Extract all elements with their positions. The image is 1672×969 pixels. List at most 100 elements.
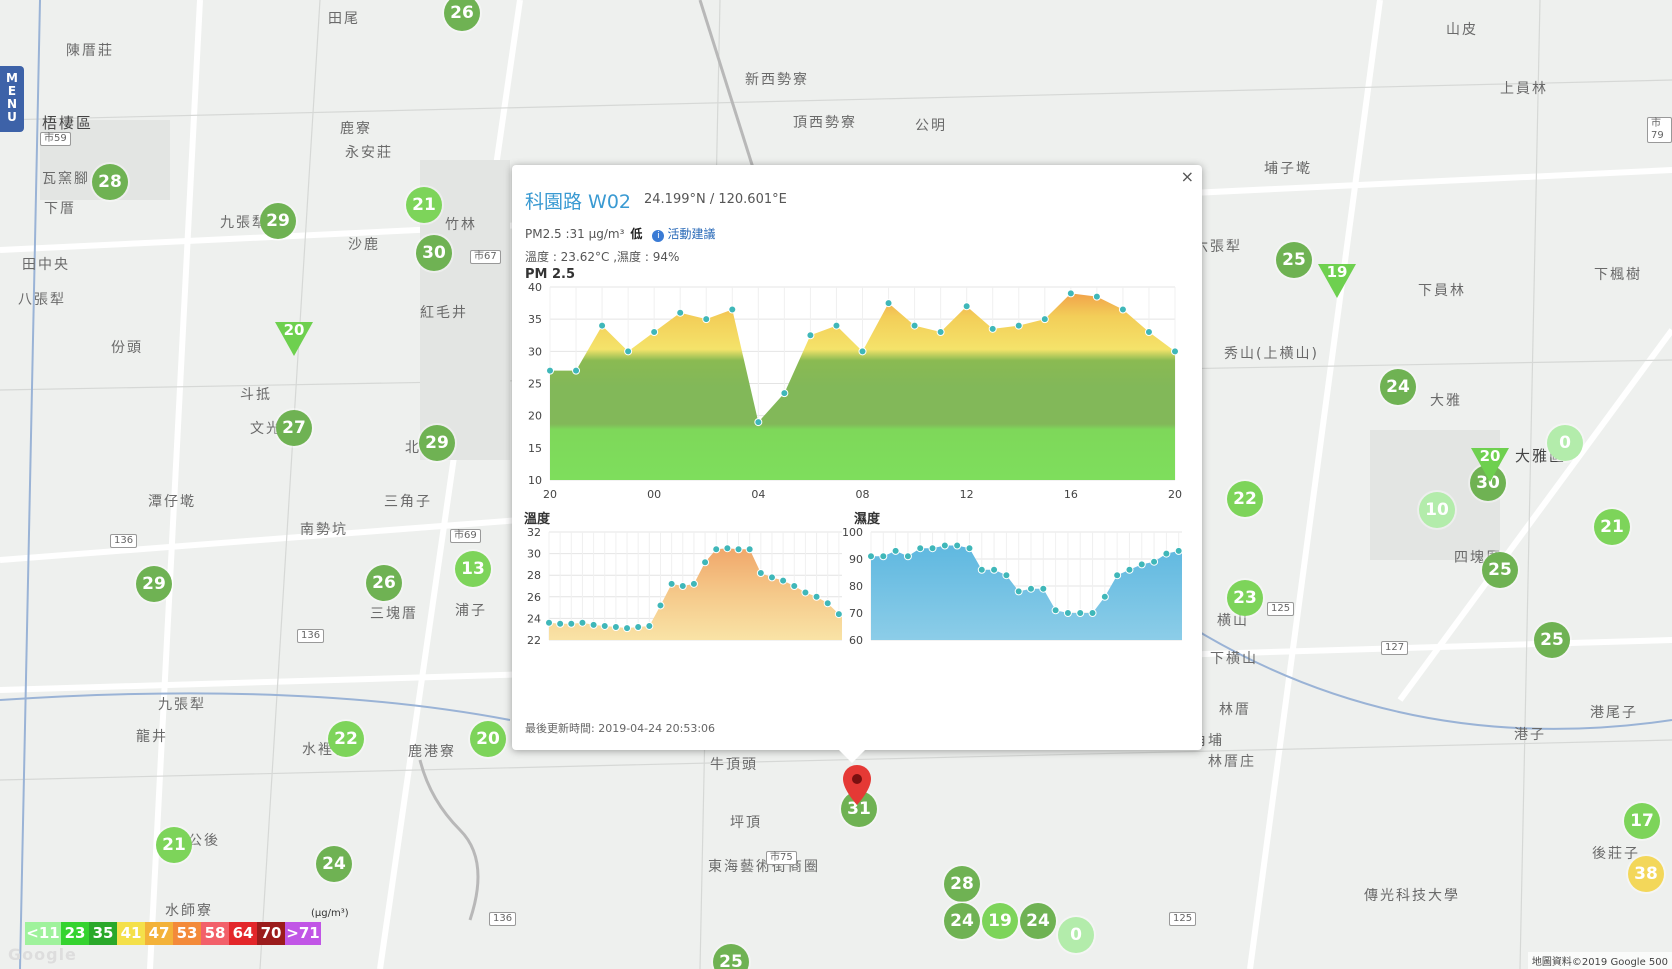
place-label: 林厝	[1219, 702, 1251, 718]
data-point	[1162, 549, 1171, 558]
aq-station-marker[interactable]: 21	[406, 187, 442, 223]
aq-station-marker[interactable]: 29	[419, 425, 455, 461]
aq-station-marker[interactable]: 0	[1547, 425, 1583, 461]
popup-pointer	[838, 749, 866, 763]
legend-cell: 64	[229, 922, 257, 945]
aq-station-marker[interactable]: 22	[1227, 481, 1263, 517]
place-label: 沙鹿	[348, 237, 380, 253]
place-label: 九張犁	[158, 697, 206, 713]
info-icon[interactable]: i	[652, 230, 665, 242]
aq-station-marker[interactable]: 26	[444, 0, 480, 31]
road-shield: 市75	[766, 851, 797, 865]
map-attribution[interactable]: 地圖資料©2019 Google 500	[1527, 952, 1672, 969]
aq-station-marker[interactable]: 30	[416, 235, 452, 271]
x-tick-label: 20	[1168, 488, 1182, 501]
place-label: 大雅	[1430, 393, 1462, 409]
aq-station-marker[interactable]: 28	[92, 164, 128, 200]
aq-station-marker[interactable]: 25	[1534, 622, 1570, 658]
y-tick-label: 15	[528, 442, 542, 455]
aq-station-marker[interactable]: 20	[470, 721, 506, 757]
y-tick-label: 20	[528, 410, 542, 423]
y-tick-label: 70	[849, 607, 863, 620]
x-tick-label: 08	[856, 488, 870, 501]
aq-station-marker[interactable]: 29	[260, 203, 296, 239]
aq-station-marker[interactable]: 0	[1058, 917, 1094, 953]
place-label: 上員林	[1500, 81, 1548, 97]
chart-area	[550, 293, 1175, 480]
data-point	[1150, 557, 1159, 566]
place-label: 林厝庄	[1208, 754, 1256, 770]
data-point	[689, 579, 698, 588]
aq-station-marker[interactable]: 25	[1482, 552, 1518, 588]
place-label: 竹林	[445, 217, 477, 233]
y-tick-label: 26	[527, 591, 541, 604]
place-label: 頂西勢寮	[793, 115, 857, 131]
data-point	[779, 576, 788, 585]
data-point	[1014, 321, 1023, 330]
station-info-popup: × 科園路 W02 24.199°N / 120.601°E PM2.5 :31…	[512, 165, 1202, 750]
aq-station-marker[interactable]: 28	[944, 866, 980, 902]
close-button[interactable]: ×	[1180, 167, 1194, 186]
aq-station-marker[interactable]: 24	[316, 846, 352, 882]
aq-station-marker[interactable]: 13	[455, 551, 491, 587]
activity-advice-link[interactable]: 活動建議	[667, 227, 716, 241]
aq-triangle-value: 20	[1479, 447, 1501, 465]
aq-station-marker[interactable]: 23	[1227, 580, 1263, 616]
aq-station-marker[interactable]: 26	[366, 565, 402, 601]
aq-triangle-marker[interactable]	[1318, 264, 1356, 298]
last-updated: 最後更新時間: 2019-04-24 20:53:06	[525, 722, 716, 735]
aq-station-marker[interactable]: 27	[276, 410, 312, 446]
place-label: 下横山	[1210, 651, 1258, 667]
data-point	[962, 302, 971, 311]
aq-station-marker[interactable]: 17	[1624, 803, 1660, 839]
y-tick-label: 30	[527, 548, 541, 561]
data-point	[624, 347, 633, 356]
aq-station-marker[interactable]: 22	[328, 721, 364, 757]
aq-triangle-marker[interactable]	[1471, 448, 1509, 482]
place-label: 牛頂頭	[710, 757, 758, 773]
selected-location-pin-icon[interactable]	[842, 764, 872, 806]
aq-station-marker[interactable]: 21	[156, 827, 192, 863]
data-point	[801, 588, 810, 597]
legend-cell: 35	[89, 922, 117, 945]
place-label: 鹿港寮	[408, 744, 456, 760]
data-point	[1137, 560, 1146, 569]
aq-station-marker[interactable]: 25	[713, 944, 749, 969]
aq-station-marker[interactable]: 38	[1628, 856, 1664, 892]
aq-station-marker[interactable]: 24	[1380, 369, 1416, 405]
data-point	[1014, 587, 1023, 596]
data-point	[712, 545, 721, 554]
chart-title: 濕度	[854, 511, 881, 527]
data-point	[790, 582, 799, 590]
place-label: 梧棲區	[42, 114, 94, 132]
aq-station-marker[interactable]: 24	[1020, 903, 1056, 939]
x-tick-label: 16	[1064, 488, 1078, 501]
data-point	[823, 599, 832, 608]
data-point	[676, 308, 685, 317]
data-point	[953, 541, 962, 550]
aq-station-marker[interactable]: 19	[982, 903, 1018, 939]
place-label: 山皮	[1446, 22, 1478, 38]
y-tick-label: 22	[527, 634, 541, 647]
place-label: 永安莊	[345, 145, 393, 161]
aq-station-marker[interactable]: 21	[1594, 509, 1630, 545]
data-point	[928, 544, 937, 553]
aq-triangle-marker[interactable]	[275, 322, 313, 356]
pm25-chart: 10 15 20 25 30 35 40 20 00 04 08 12 16 20	[528, 281, 1182, 501]
aq-station-marker[interactable]: 29	[136, 566, 172, 602]
data-point	[611, 623, 620, 632]
place-label: 南勢坑	[300, 522, 348, 538]
aq-station-marker[interactable]: 25	[1276, 242, 1312, 278]
place-label: 港子	[1514, 727, 1546, 743]
data-point	[806, 331, 815, 340]
legend-cell: 47	[145, 922, 173, 945]
aq-station-marker[interactable]: 10	[1419, 492, 1455, 528]
aq-station-marker[interactable]: 24	[944, 903, 980, 939]
pm-chart-title: PM 2.5	[525, 267, 576, 282]
y-tick-label: 28	[527, 569, 541, 582]
data-point	[1118, 305, 1127, 314]
data-point	[556, 619, 565, 628]
